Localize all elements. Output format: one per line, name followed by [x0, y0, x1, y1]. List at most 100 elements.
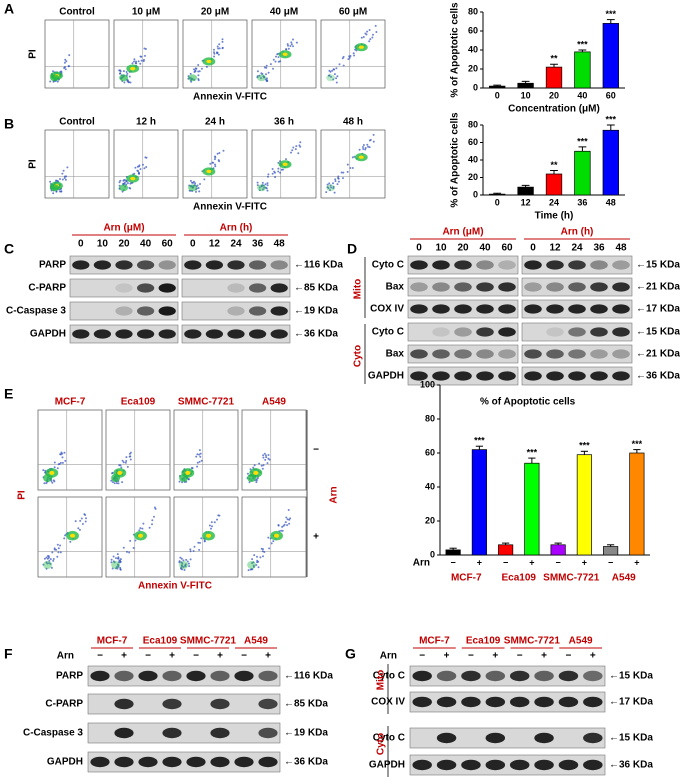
ylabel: % of Apoptotic cells: [450, 112, 461, 208]
band: [93, 260, 112, 270]
flow-dot: [125, 456, 128, 459]
band: [590, 327, 608, 337]
blot-header: Arn (h): [220, 223, 253, 234]
flow-dot: [49, 558, 52, 561]
bar: [517, 82, 534, 89]
flow-dot: [374, 24, 377, 27]
flow-dot: [180, 557, 183, 560]
flow-dot: [133, 58, 136, 61]
band: [412, 759, 432, 771]
band: [454, 260, 472, 270]
band: [524, 349, 542, 359]
band: [454, 349, 472, 359]
flow-dot: [64, 68, 67, 71]
flow-dot: [337, 175, 340, 178]
flow-dot: [124, 461, 127, 464]
flow-dot: [213, 52, 216, 55]
flow-dot: [68, 54, 71, 57]
flow-dot: [255, 479, 258, 482]
flow-dot: [334, 178, 337, 181]
band: [546, 282, 564, 292]
flow-dot: [126, 465, 129, 468]
flow-dot: [216, 45, 219, 48]
flow-core: [247, 474, 257, 482]
flow-dot: [198, 548, 201, 551]
significance: ***: [632, 439, 643, 449]
blot: [87, 722, 281, 744]
band: [485, 696, 506, 708]
flow-title: 60 μM: [339, 7, 367, 18]
flow-dot: [115, 482, 118, 485]
flow-core: [206, 169, 212, 174]
band: [210, 670, 230, 682]
flow-dot: [336, 183, 339, 186]
flow-dot: [335, 77, 338, 80]
flow-dot: [266, 462, 269, 465]
size-marker: ←36 KDa: [294, 329, 338, 340]
bar: [545, 66, 563, 89]
sign: +: [590, 651, 596, 662]
bar: [574, 150, 591, 196]
flow-dot: [138, 529, 141, 532]
band: [186, 670, 206, 682]
significance: ***: [577, 136, 588, 146]
flow-dot: [133, 60, 135, 63]
flow-dot: [255, 564, 258, 566]
flow-dot: [267, 71, 270, 74]
flow-dot: [369, 38, 372, 41]
band: [184, 260, 202, 270]
flow-dot: [366, 30, 369, 33]
flow-dot: [121, 459, 124, 462]
flow-dot: [367, 145, 370, 148]
x-tick-label: +: [582, 557, 587, 567]
flow-dot: [252, 564, 255, 567]
flow-dot: [66, 166, 69, 169]
flow-dot: [257, 560, 260, 563]
flow-dot: [128, 551, 131, 554]
flow-dot: [261, 181, 264, 184]
flow-dot: [295, 145, 298, 148]
flow-dot: [45, 567, 48, 570]
band: [568, 327, 586, 337]
y-tick-label: 0: [473, 189, 478, 199]
flow-dot: [265, 77, 268, 80]
band: [454, 327, 472, 337]
band: [410, 304, 428, 314]
flow-dot: [290, 43, 293, 46]
flow-dot: [56, 80, 59, 83]
row-label: Bax: [386, 349, 405, 360]
flow-dot: [197, 187, 200, 189]
flow-dot: [79, 519, 82, 522]
row-label: Cyto C: [373, 671, 405, 682]
flow-dot: [84, 514, 87, 516]
band: [72, 260, 90, 270]
band: [410, 260, 428, 270]
flow-dot: [285, 48, 288, 51]
bar: [603, 546, 619, 556]
flow-dot: [256, 184, 259, 187]
flow-title: 36 h: [274, 117, 294, 128]
band: [248, 283, 267, 293]
flow-dot: [290, 41, 293, 44]
flow-dot: [197, 74, 200, 77]
flow-dot: [84, 520, 87, 523]
flow-dot: [123, 181, 126, 184]
band: [115, 283, 133, 293]
sign: −: [566, 651, 572, 662]
flow-dot: [329, 184, 332, 187]
band: [524, 304, 542, 314]
xlabel: Concentration (μM): [508, 104, 600, 115]
flow-dot: [354, 48, 357, 51]
flow-dot: [277, 56, 280, 59]
band: [436, 732, 457, 744]
flow-dot: [196, 461, 199, 464]
band: [476, 349, 494, 359]
flow-dot: [110, 479, 113, 482]
flow-y-label: PI: [28, 159, 39, 169]
flow-dot: [267, 457, 270, 460]
lane-label: 12: [549, 243, 561, 254]
size-marker: ←116 KDa: [284, 671, 333, 682]
flow-dot: [217, 514, 220, 517]
flow-dot: [140, 59, 143, 62]
flow-dot: [271, 172, 274, 175]
